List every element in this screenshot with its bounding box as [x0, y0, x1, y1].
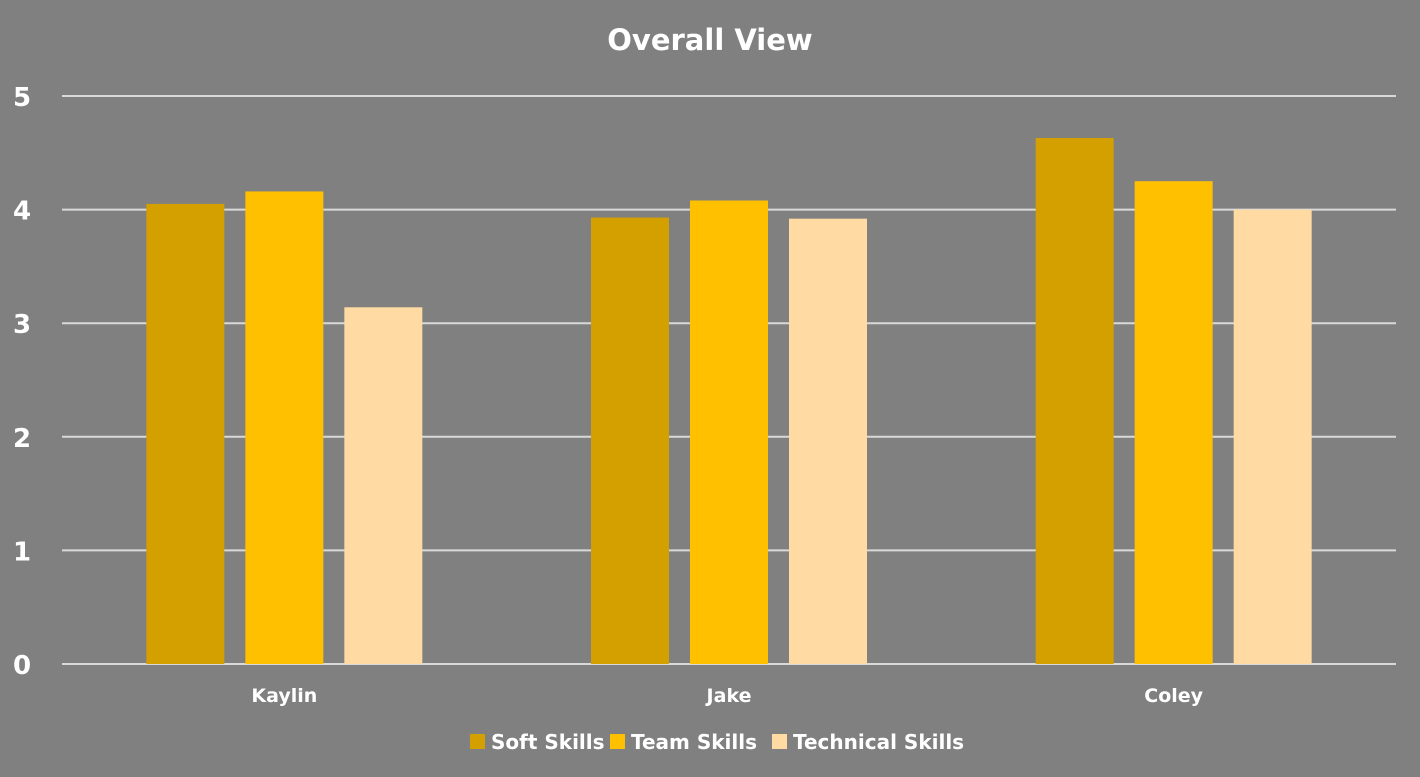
y-tick-label: 3: [13, 310, 31, 340]
legend-label: Team Skills: [631, 730, 757, 754]
y-tick-label: 4: [13, 197, 31, 227]
legend-label: Technical Skills: [793, 730, 964, 754]
x-tick-label: Kaylin: [251, 685, 317, 707]
y-tick-label: 0: [13, 651, 31, 681]
legend-swatch: [470, 734, 485, 749]
y-tick-label: 2: [13, 424, 31, 454]
bar-soft-skills-jake: [591, 217, 669, 664]
y-tick-label: 1: [13, 537, 31, 567]
bar-team-skills-kaylin: [245, 191, 324, 664]
bar-technical-skills-coley: [1233, 209, 1312, 664]
legend: Soft Skills Team Skills Technical Skills: [470, 730, 964, 754]
bar-technical-skills-kaylin: [344, 307, 423, 664]
bar-soft-skills-coley: [1035, 138, 1114, 665]
bar-team-skills-jake: [690, 200, 768, 664]
legend-label: Soft Skills: [491, 730, 605, 754]
bar-technical-skills-jake: [789, 218, 867, 665]
x-axis-ticks: Kaylin Jake Coley: [251, 685, 1203, 707]
legend-swatch: [610, 734, 625, 749]
bar-soft-skills-kaylin: [146, 203, 225, 665]
legend-swatch: [772, 734, 787, 749]
x-tick-label: Coley: [1144, 685, 1203, 707]
y-tick-label: 5: [13, 83, 31, 113]
chart-title: Overall View: [607, 23, 812, 57]
x-tick-label: Jake: [705, 685, 752, 707]
y-axis-ticks: 0 1 2 3 4 5: [13, 83, 31, 681]
bars: [146, 138, 1312, 665]
bar-team-skills-coley: [1134, 181, 1213, 664]
